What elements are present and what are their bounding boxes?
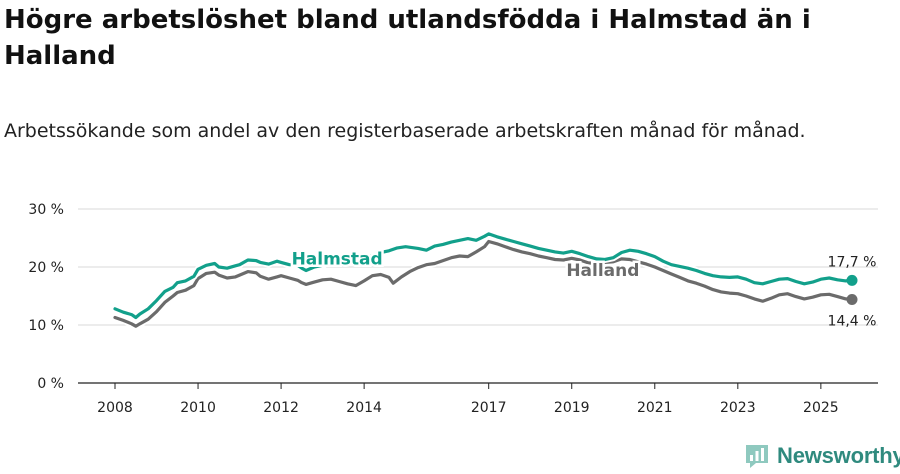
halland-line-halo bbox=[111, 238, 856, 330]
series-lines bbox=[111, 230, 858, 330]
chart-subtitle: Arbetssökande som andel av den registerb… bbox=[4, 120, 806, 142]
x-tick-label-2025: 2025 bbox=[803, 400, 839, 416]
newsworthy-brand[interactable]: Newsworthy bbox=[744, 443, 900, 469]
halland-end-marker bbox=[846, 293, 858, 305]
y-axis-tick-labels: 0 % 10 % 20 % 30 % bbox=[28, 202, 64, 392]
chart-title: Högre arbetslöshet bland utlandsfödda i … bbox=[4, 5, 811, 71]
x-tick-label-2019: 2019 bbox=[554, 400, 590, 416]
y-tick-label-10: 10 % bbox=[28, 318, 64, 334]
y-tick-label-30: 30 % bbox=[28, 202, 64, 218]
halmstad-series-label: Halmstad bbox=[292, 249, 383, 269]
y-tick-label-0: 0 % bbox=[37, 376, 64, 392]
y-tick-label-20: 20 % bbox=[28, 260, 64, 276]
halmstad-end-value-label: 17,7 % bbox=[828, 254, 877, 270]
brand-name: Newsworthy bbox=[777, 443, 900, 468]
x-tick-label-2023: 2023 bbox=[720, 400, 756, 416]
x-axis bbox=[78, 382, 878, 389]
x-tick-label-2010: 2010 bbox=[180, 400, 216, 416]
x-tick-label-2017: 2017 bbox=[471, 400, 507, 416]
series-labels: Halmstad Halland 17,7 % 14,4 % bbox=[289, 247, 877, 330]
halland-line bbox=[113, 239, 854, 328]
x-axis-tick-labels: 2008 2010 2012 2014 2017 2019 2021 2023 2025 bbox=[97, 400, 838, 416]
halland-series-label: Halland bbox=[566, 261, 639, 281]
x-tick-label-2008: 2008 bbox=[97, 400, 133, 416]
halmstad-end-marker bbox=[846, 274, 858, 286]
x-tick-label-2012: 2012 bbox=[263, 400, 299, 416]
halland-end-value-label: 14,4 % bbox=[828, 313, 877, 329]
x-tick-label-2021: 2021 bbox=[637, 400, 673, 416]
bar-chart-logo-icon bbox=[746, 445, 768, 468]
x-tick-label-2014: 2014 bbox=[346, 400, 382, 416]
halmstad-line bbox=[113, 232, 854, 320]
